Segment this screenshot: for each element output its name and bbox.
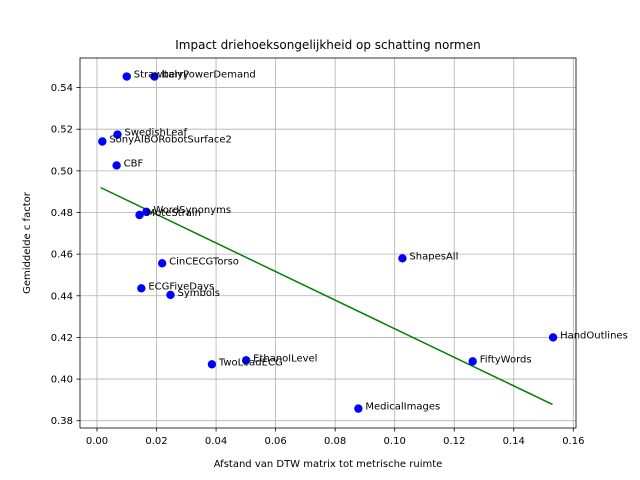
y-axis-ticks: 0.38 0.40 0.42 0.44 0.46 0.48 0.50 0.52 0.54 <box>51 83 80 427</box>
point-label: Strawberry <box>134 70 189 81</box>
data-point <box>137 284 146 293</box>
point-label: HandOutlines <box>560 330 628 341</box>
data-point <box>113 130 122 139</box>
y-tick-label: 0.38 <box>51 416 73 427</box>
data-point <box>150 72 159 81</box>
y-tick-label: 0.40 <box>51 375 73 386</box>
point-label: MedicalImages <box>365 402 440 413</box>
point-label: SonyAIBORobotSurface2 <box>109 134 232 145</box>
x-tick-label: 0.08 <box>324 436 346 447</box>
x-tick-label: 0.12 <box>443 436 465 447</box>
y-tick-label: 0.48 <box>51 208 73 219</box>
data-point <box>122 72 131 81</box>
data-point <box>157 259 167 268</box>
point-label: MoteStrain <box>147 208 201 219</box>
data-point <box>142 207 151 217</box>
y-tick-label: 0.52 <box>51 125 73 136</box>
y-tick-label: 0.46 <box>51 250 73 261</box>
y-tick-label: 0.42 <box>51 333 73 344</box>
data-point <box>241 356 251 365</box>
chart-title: Impact driehoeksongelijkheid op schattin… <box>175 38 480 52</box>
x-axis-ticks: 0.00 0.02 0.04 0.06 0.08 0.10 0.12 0.14 0.16 <box>86 428 584 447</box>
point-label: TwoLeadECG <box>218 357 283 368</box>
grid <box>80 58 576 428</box>
x-tick-label: 0.04 <box>205 436 227 447</box>
point-label: CBF <box>124 158 144 169</box>
point-label: Symbols <box>178 288 220 299</box>
point-label: SwedishLeaf <box>125 128 188 139</box>
x-tick-label: 0.00 <box>86 436 108 447</box>
point-label: FiftyWords <box>480 354 532 365</box>
trend-line <box>100 186 553 406</box>
data-point <box>468 357 477 366</box>
data-point <box>135 210 144 220</box>
point-label: EthanolLevel <box>253 353 317 364</box>
x-axis-label: Afstand van DTW matrix tot metrische rui… <box>214 459 443 470</box>
data-point <box>398 254 407 263</box>
data-point <box>354 404 363 413</box>
y-tick-label: 0.50 <box>51 166 73 177</box>
points-group <box>98 72 558 413</box>
x-tick-label: 0.16 <box>562 436 584 447</box>
point-label: ItalyPowerDemand <box>161 70 255 81</box>
data-point <box>98 137 107 146</box>
data-point <box>548 333 558 342</box>
data-point <box>112 161 121 170</box>
data-point <box>207 360 217 369</box>
x-tick-label: 0.02 <box>145 436 167 447</box>
data-point <box>166 290 175 300</box>
y-axis-label: Gemiddelde c factor <box>22 191 33 294</box>
x-tick-label: 0.10 <box>384 436 406 447</box>
x-tick-label: 0.14 <box>503 436 525 447</box>
trend-line-group <box>100 186 553 406</box>
plot-frame <box>79 57 577 429</box>
point-label: WordSynonyms <box>153 205 231 216</box>
point-label: ShapesAll <box>409 251 458 262</box>
point-label: ECGFiveDays <box>148 281 214 292</box>
y-tick-label: 0.44 <box>51 291 73 302</box>
x-tick-label: 0.06 <box>264 436 286 447</box>
y-tick-label: 0.54 <box>51 83 73 94</box>
point-label: CinCECGTorso <box>169 256 239 267</box>
